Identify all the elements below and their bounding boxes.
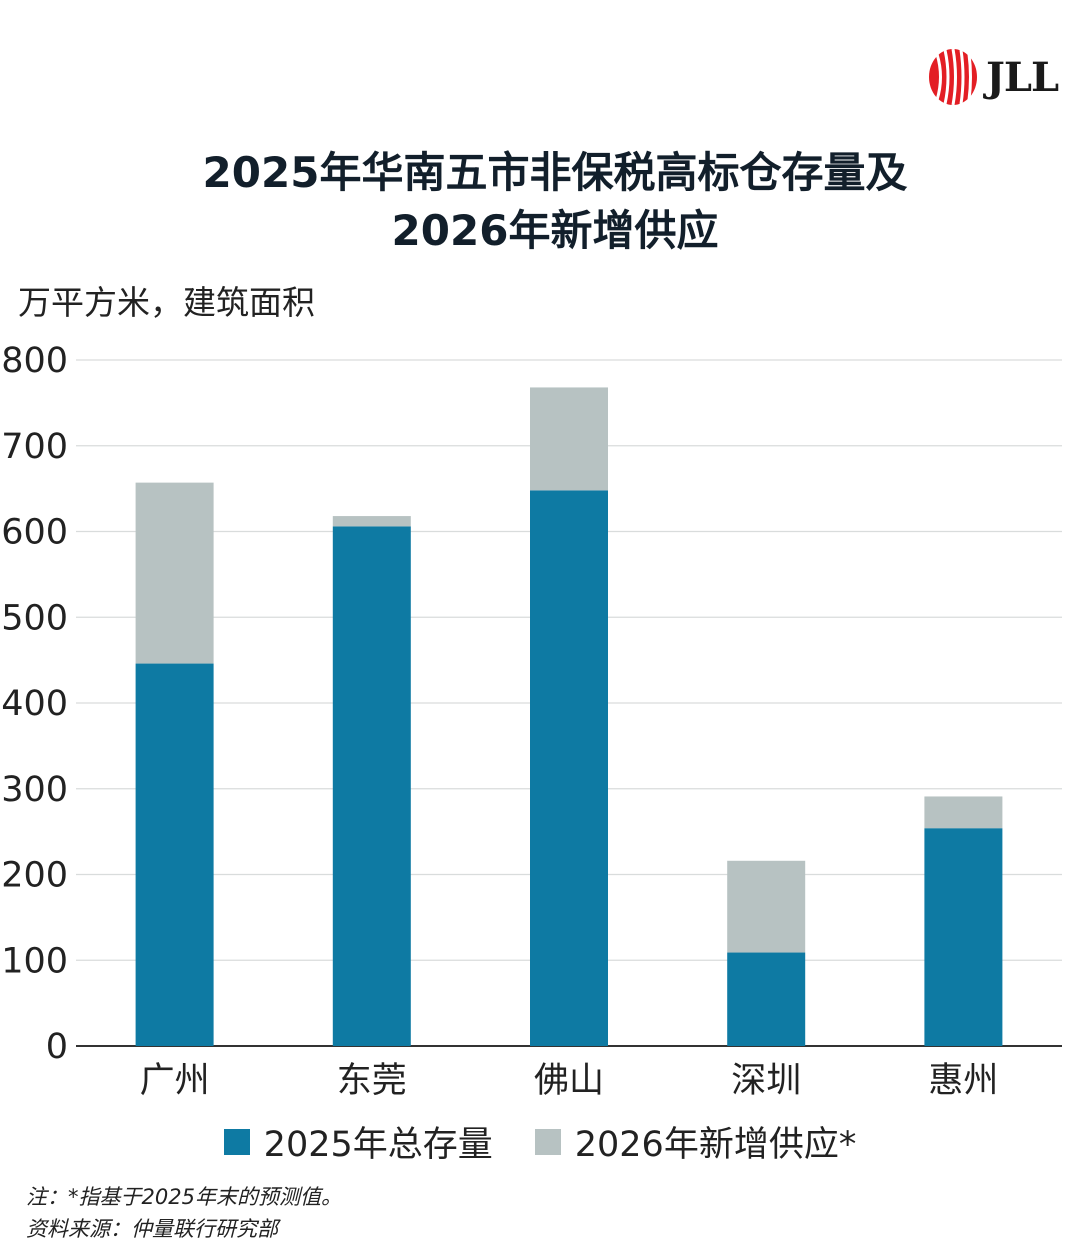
jll-logo: JLL [928, 48, 1059, 106]
legend-swatch-stock [223, 1128, 250, 1155]
x-tick-label: 东莞 [337, 1061, 407, 1101]
bar-stock-2 [530, 490, 608, 1047]
chart-title-line1: 2025年华南五市非保税高标仓存量及 [202, 148, 908, 197]
y-tick-label: 400 [1, 684, 68, 724]
bar-new-supply-1 [332, 516, 411, 527]
logo-text: JLL [986, 53, 1059, 101]
bar-new-supply-0 [135, 482, 214, 664]
x-tick-labels: 广州 东莞 佛山 深圳 惠州 [140, 1061, 999, 1101]
y-axis-unit-label: 万平方米，建筑面积 [18, 283, 315, 322]
y-tick-label: 0 [46, 1027, 68, 1067]
legend-label-stock: 2025年总存量 [263, 1125, 493, 1165]
y-tick-label: 500 [1, 598, 68, 638]
bar-stock-1 [332, 526, 411, 1046]
y-tick-label: 800 [1, 341, 68, 381]
legend-swatch-new-supply [534, 1128, 561, 1155]
bar-new-supply-3 [727, 860, 806, 953]
y-tick-label: 700 [1, 427, 68, 467]
x-tick-label: 惠州 [928, 1061, 998, 1101]
legend: 2025年总存量 2026年新增供应* [0, 1116, 1080, 1167]
y-tick-labels: 0 100 200 300 400 500 600 700 800 [1, 341, 68, 1067]
stacked-bar-chart: 0 100 200 300 400 500 600 700 800 广州 东莞 佛山 深圳 惠州 [1, 341, 1062, 1101]
legend-label-new-supply: 2026年新增供应* [574, 1125, 857, 1165]
x-tick-label: 佛山 [534, 1061, 604, 1101]
bar-new-supply-4 [924, 796, 1003, 829]
legend-item-new-supply: 2026年新增供应* [534, 1116, 857, 1167]
x-tick-label: 深圳 [731, 1061, 801, 1101]
bars [135, 387, 1003, 1047]
jll-logo-mark-icon [929, 48, 977, 106]
bar-stock-4 [924, 828, 1003, 1046]
source-note: 资料来源：仲量联行研究部 [26, 1217, 278, 1241]
y-tick-label: 200 [1, 856, 68, 896]
y-tick-label: 100 [1, 941, 68, 981]
legend-item-stock: 2025年总存量 [223, 1116, 493, 1167]
y-tick-label: 300 [1, 770, 68, 810]
bar-new-supply-2 [530, 387, 608, 491]
bar-stock-3 [727, 952, 806, 1046]
x-tick-label: 广州 [140, 1061, 210, 1101]
bar-stock-0 [135, 663, 214, 1046]
chart-title-line2: 2026年新增供应 [391, 206, 719, 255]
y-tick-label: 600 [1, 513, 68, 553]
footnote: 注：*指基于2025年末的预测值。 [26, 1185, 342, 1209]
